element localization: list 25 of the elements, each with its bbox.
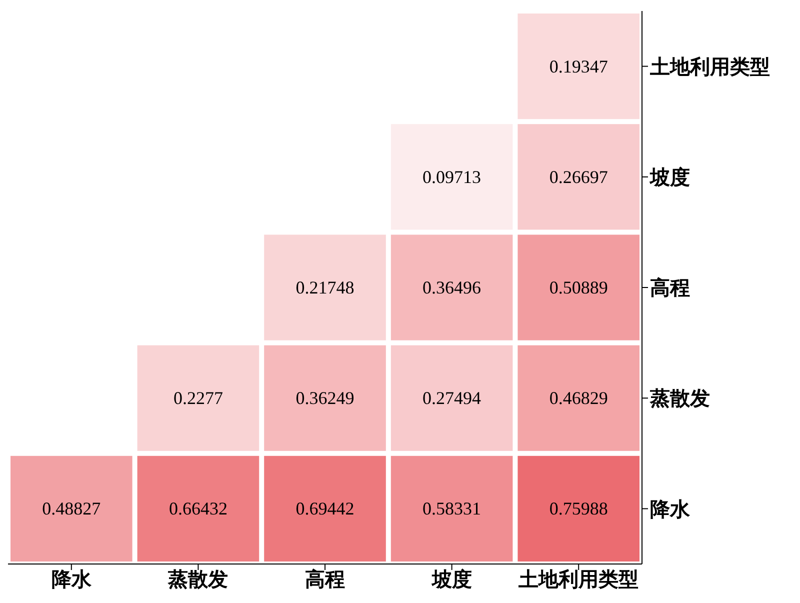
data-label: 0.19347 — [549, 56, 608, 76]
data-label: 0.58331 — [422, 498, 482, 519]
x-tick-label: 蒸散发 — [167, 569, 228, 592]
data-label: 0.2277 — [173, 388, 223, 408]
y-tick-label: 坡度 — [649, 166, 690, 189]
x-tick-label: 降水 — [51, 569, 92, 592]
data-label: 0.36496 — [422, 278, 482, 298]
y-tick-label: 降水 — [650, 498, 691, 521]
y-tick-label: 蒸散发 — [649, 388, 710, 410]
y-tick-label: 土地利用类型 — [649, 55, 770, 78]
data-label: 0.46829 — [549, 388, 608, 408]
data-label: 0.21748 — [296, 278, 354, 298]
data-label: 0.66432 — [168, 498, 228, 519]
data-label: 0.48827 — [42, 498, 101, 519]
x-tick-label: 土地利用类型 — [518, 568, 639, 592]
data-label: 0.27494 — [422, 388, 482, 408]
data-label: 0.69442 — [296, 498, 354, 519]
y-tick-label: 高程 — [650, 276, 690, 300]
data-label: 0.26697 — [549, 166, 608, 187]
x-tick-label: 坡度 — [430, 568, 472, 592]
data-label: 0.75988 — [549, 498, 608, 519]
data-label: 0.09713 — [422, 166, 482, 187]
x-tick-label: 高程 — [305, 568, 345, 592]
data-label: 0.36249 — [296, 388, 354, 408]
data-label: 0.50889 — [549, 278, 608, 298]
